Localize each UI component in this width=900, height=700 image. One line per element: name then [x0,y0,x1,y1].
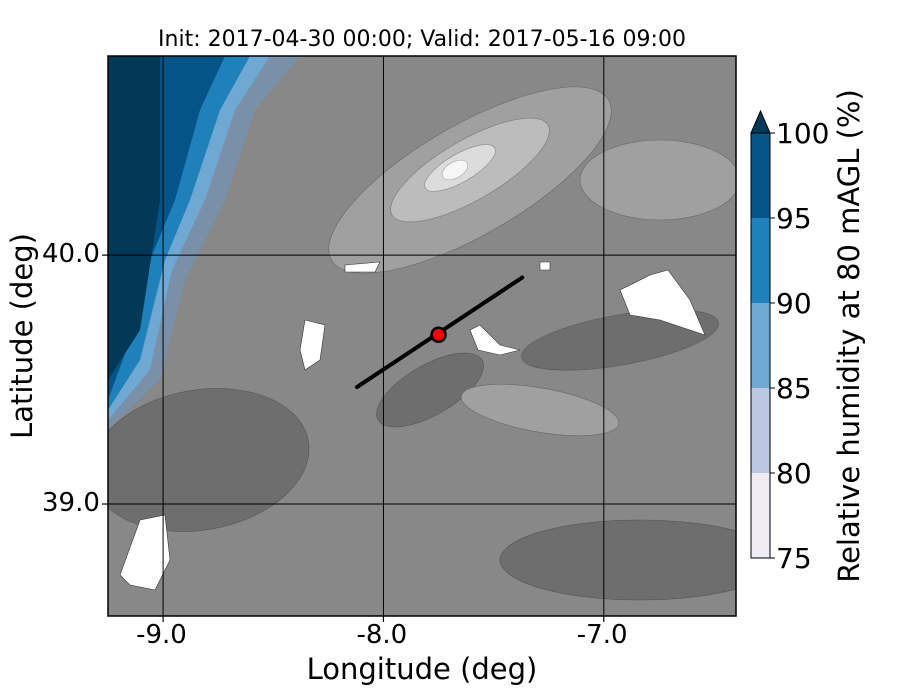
colorbar-tick-label: 100 [776,117,830,150]
x-tick-label: -9.0 [136,620,187,650]
colorbar-segment [751,218,770,303]
colorbar-tick-label: 85 [776,372,812,405]
colorbar-frame [750,132,771,559]
graticule [108,56,736,616]
humidity-band [108,56,160,380]
x-tick-label: -8.0 [356,620,408,650]
terrain-map [108,56,736,616]
no-data-patch [119,514,171,591]
chart-title: Init: 2017-04-30 00:00; Valid: 2017-05-1… [158,27,686,52]
colorbar-tick-label: 80 [776,457,812,490]
terrain-highland [579,139,736,221]
colorbar-tick-label: 90 [776,287,812,320]
y-ticks [102,254,108,505]
colorbar-segment [751,133,770,218]
map-frame [107,55,737,617]
x-axis-label: Longitude (deg) [306,652,538,686]
no-data-patch [619,269,706,336]
no-data-patch [299,319,326,371]
terrain-lowland [376,352,484,428]
terrain-lowland [108,388,310,532]
terrain-lowland [499,519,736,601]
colorbar-segment [751,303,770,388]
colorbar-label: Relative humidity at 80 mAGL (%) [832,89,866,583]
terrain-lowland [521,309,719,371]
y-axis-label: Latitude (deg) [5,233,39,439]
y-tick-label: 40.0 [42,239,100,270]
colorbar-extend-arrow [750,109,771,134]
colorbar-segment [751,388,770,473]
no-data-patch [539,261,551,271]
x-ticks [162,616,605,622]
colorbar [750,109,775,559]
overlay-layer [354,275,525,390]
terrain-peak [441,159,469,181]
y-tick-label: 39.0 [42,488,100,518]
terrain-highland [460,383,620,437]
colorbar-tick-label: 95 [776,202,812,235]
x-tick-label: -7.0 [576,620,628,650]
no-data-patch [469,324,521,356]
no-data-patch [344,261,381,273]
colorbar-segment [751,473,770,558]
colorbar-tick-label: 75 [776,542,812,575]
site-marker [430,326,447,344]
